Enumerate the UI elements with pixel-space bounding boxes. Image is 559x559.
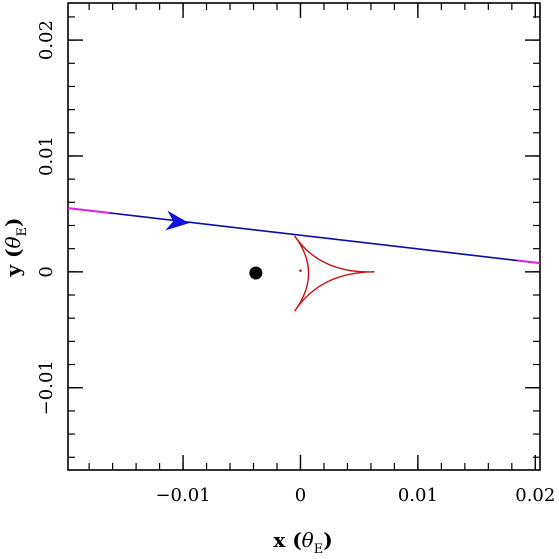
x-tick-label: 0	[295, 485, 306, 506]
x-axis-title-prefix: x (	[273, 528, 301, 552]
y-axis-title-suffix: )	[1, 217, 25, 226]
direction-arrow	[165, 210, 190, 231]
y-axis-title-symbol: θ	[1, 236, 25, 248]
axes-layer	[67, 2, 541, 471]
y-axis-title-subscript: E	[15, 227, 30, 237]
y-tick-label: 0.01	[36, 136, 57, 176]
x-axis-title: x (θE)	[273, 528, 332, 555]
x-axis-title-suffix: )	[323, 528, 332, 552]
trajectory-highlight-segment	[67, 207, 110, 214]
y-tick-label: 0	[36, 266, 57, 277]
caustic-curve	[294, 235, 375, 312]
caustic-center-dot	[299, 269, 302, 272]
y-axis-title: y (θE)	[1, 217, 30, 277]
y-tick-label: 0.02	[36, 20, 57, 60]
x-axis-title-subscript: E	[314, 542, 324, 555]
x-axis-title-symbol: θ	[302, 528, 314, 552]
data-layer	[67, 207, 541, 312]
plot-frame	[67, 2, 541, 471]
lens-position-dot	[249, 266, 263, 280]
x-tick-label: −0.01	[155, 485, 210, 506]
trajectory-highlight-segment	[517, 259, 541, 265]
ticks-layer	[68, 3, 540, 470]
y-tick-label: −0.01	[36, 360, 57, 415]
x-tick-label: 0.02	[515, 485, 555, 506]
source-trajectory-line	[67, 207, 541, 264]
y-axis-title-prefix: y (	[1, 248, 25, 277]
x-tick-label: 0.01	[398, 485, 438, 506]
